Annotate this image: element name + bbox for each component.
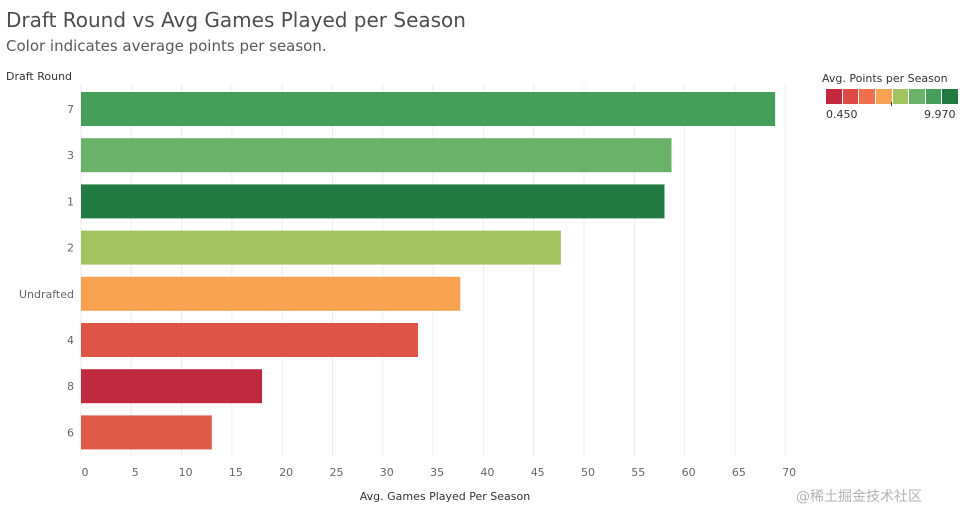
- legend-min-label: 0.450: [826, 108, 858, 121]
- legend-swatch-6: [925, 89, 943, 104]
- legend-max-label: 9.970: [924, 108, 956, 121]
- bar-1[interactable]: [81, 184, 665, 219]
- color-legend-scale[interactable]: [826, 89, 958, 104]
- x-tick-label-70: 70: [782, 466, 796, 479]
- bar-4[interactable]: [81, 323, 419, 357]
- chart-title: Draft Round vs Avg Games Played per Seas…: [6, 8, 466, 32]
- x-tick-label-50: 50: [581, 466, 595, 479]
- legend-swatch-0: [826, 89, 843, 104]
- category-label-8: 8: [67, 380, 74, 393]
- bar-3[interactable]: [81, 138, 672, 173]
- x-tick-label-10: 10: [179, 466, 193, 479]
- x-tick-label-15: 15: [229, 466, 243, 479]
- legend-title: Avg. Points per Season: [822, 72, 948, 85]
- x-tick-label-55: 55: [631, 466, 645, 479]
- x-axis-title: Avg. Games Played Per Season: [360, 490, 531, 503]
- x-tick-label-25: 25: [330, 466, 344, 479]
- category-label-6: 6: [67, 426, 74, 439]
- category-label-1: 1: [67, 195, 74, 208]
- chart-subtitle: Color indicates average points per seaso…: [6, 37, 327, 55]
- category-label-undrafted: Undrafted: [19, 288, 74, 301]
- x-tick-label-30: 30: [380, 466, 394, 479]
- legend-swatch-3: [875, 89, 893, 104]
- watermark: @稀土掘金技术社区: [796, 489, 922, 505]
- legend-swatch-4: [892, 89, 910, 104]
- x-tick-label-20: 20: [279, 466, 293, 479]
- x-tick-label-5: 5: [132, 466, 139, 479]
- category-label-3: 3: [67, 149, 74, 162]
- y-axis-header: Draft Round: [6, 70, 73, 83]
- x-tick-label-65: 65: [732, 466, 746, 479]
- bar-8[interactable]: [81, 369, 263, 404]
- x-tick-label-40: 40: [480, 466, 494, 479]
- legend-swatch-5: [909, 89, 926, 104]
- legend-swatch-7: [942, 89, 958, 104]
- bar-2[interactable]: [81, 230, 561, 265]
- category-label-7: 7: [67, 103, 74, 116]
- x-tick-label-35: 35: [430, 466, 444, 479]
- category-label-4: 4: [67, 334, 74, 347]
- x-tick-label-0: 0: [82, 466, 89, 479]
- bar-6[interactable]: [81, 415, 212, 450]
- x-tick-label-45: 45: [531, 466, 545, 479]
- bar-7[interactable]: [81, 92, 776, 126]
- legend-swatch-1: [842, 89, 860, 104]
- x-tick-label-60: 60: [682, 466, 696, 479]
- bar-undrafted[interactable]: [81, 276, 461, 311]
- legend-swatch-2: [859, 89, 876, 104]
- category-label-2: 2: [67, 242, 74, 255]
- legend-marker: [891, 102, 892, 106]
